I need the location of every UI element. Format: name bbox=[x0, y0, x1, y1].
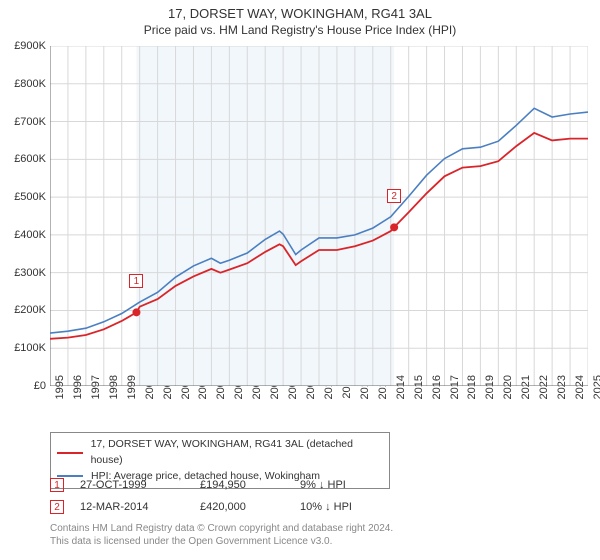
y-tick-label: £600K bbox=[4, 153, 46, 165]
y-tick-label: £0 bbox=[4, 380, 46, 392]
sale-marker-label: 2 bbox=[387, 189, 401, 203]
sale-marker: 1 bbox=[50, 478, 64, 492]
y-tick-label: £200K bbox=[4, 304, 46, 316]
sale-row: 2 12-MAR-2014£420,00010% ↓ HPI bbox=[50, 496, 400, 518]
legend-label: 17, DORSET WAY, WOKINGHAM, RG41 3AL (det… bbox=[91, 437, 383, 469]
y-tick-label: £800K bbox=[4, 78, 46, 90]
sale-pct: 10% ↓ HPI bbox=[300, 501, 400, 513]
x-tick-label: 2025 bbox=[592, 375, 600, 405]
sale-date: 27-OCT-1999 bbox=[80, 479, 200, 491]
y-tick-label: £300K bbox=[4, 267, 46, 279]
sale-row: 1 27-OCT-1999£194,9509% ↓ HPI bbox=[50, 474, 400, 496]
footer-line: This data is licensed under the Open Gov… bbox=[50, 535, 393, 548]
y-tick-label: £900K bbox=[4, 40, 46, 52]
y-tick-label: £700K bbox=[4, 116, 46, 128]
sale-pct: 9% ↓ HPI bbox=[300, 479, 400, 491]
chart-area: 12 bbox=[50, 46, 588, 386]
y-tick-label: £400K bbox=[4, 229, 46, 241]
line-chart bbox=[50, 46, 588, 386]
sales-table: 1 27-OCT-1999£194,9509% ↓ HPI 2 12-MAR-2014… bbox=[50, 474, 400, 518]
sale-price: £420,000 bbox=[200, 501, 300, 513]
sale-price: £194,950 bbox=[200, 479, 300, 491]
sale-date: 12-MAR-2014 bbox=[80, 501, 200, 513]
y-tick-label: £100K bbox=[4, 342, 46, 354]
legend-item: 17, DORSET WAY, WOKINGHAM, RG41 3AL (det… bbox=[57, 437, 383, 469]
footer-line: Contains HM Land Registry data © Crown c… bbox=[50, 522, 393, 535]
legend-swatch bbox=[57, 452, 83, 454]
y-tick-label: £500K bbox=[4, 191, 46, 203]
footer: Contains HM Land Registry data © Crown c… bbox=[50, 522, 393, 548]
sale-marker-label: 1 bbox=[129, 274, 143, 288]
sale-marker: 2 bbox=[50, 500, 64, 514]
page-title: 17, DORSET WAY, WOKINGHAM, RG41 3AL bbox=[0, 0, 600, 21]
page-subtitle: Price paid vs. HM Land Registry's House … bbox=[0, 21, 600, 41]
